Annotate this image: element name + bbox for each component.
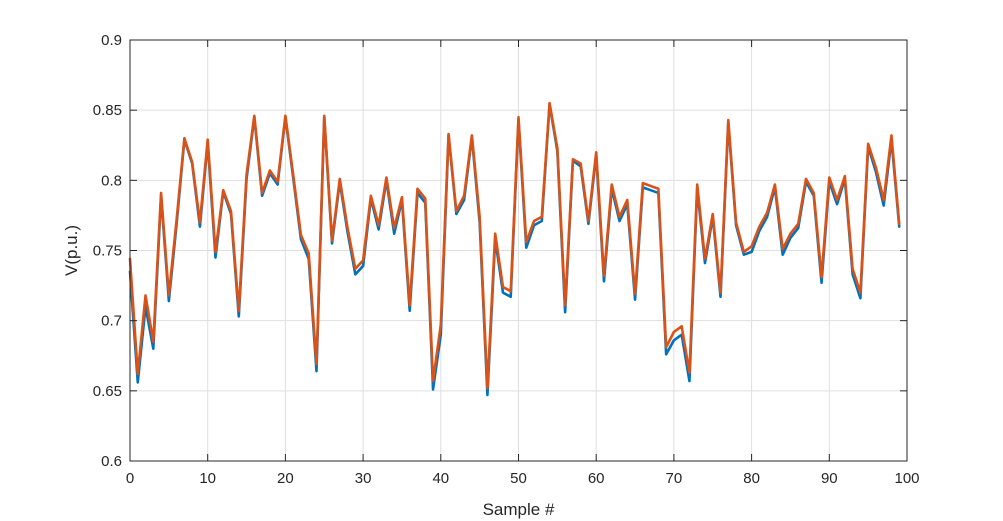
x-tick-label: 50 <box>510 470 527 487</box>
x-tick-label: 60 <box>588 470 605 487</box>
x-tick-label: 10 <box>199 470 216 487</box>
y-tick-label: 0.7 <box>101 313 122 330</box>
x-tick-label: 0 <box>126 470 134 487</box>
x-tick-label: 30 <box>355 470 372 487</box>
x-tick-label: 90 <box>821 470 838 487</box>
series-line-2 <box>128 101 901 390</box>
series-group <box>128 101 901 397</box>
y-tick-label: 0.9 <box>101 32 122 49</box>
y-tick-label: 0.65 <box>93 383 122 400</box>
x-axis-label: Sample # <box>483 500 555 519</box>
y-tick-labels: 0.6 0.65 0.7 0.75 0.8 0.85 0.9 <box>93 32 122 470</box>
y-tick-label: 0.8 <box>101 172 122 189</box>
y-tick-label: 0.75 <box>93 243 122 260</box>
x-tick-label: 40 <box>432 470 449 487</box>
y-tick-label: 0.85 <box>93 102 122 119</box>
x-tick-label: 100 <box>894 470 919 487</box>
x-tick-label: 20 <box>277 470 294 487</box>
y-axis-label: V(p.u.) <box>62 225 81 276</box>
y-tick-label: 0.6 <box>101 453 122 470</box>
x-tick-label: 80 <box>743 470 760 487</box>
x-tick-labels: 0 10 20 30 40 50 60 70 80 90 100 <box>126 470 920 487</box>
tick-marks <box>129 39 908 462</box>
x-tick-label: 70 <box>666 470 683 487</box>
